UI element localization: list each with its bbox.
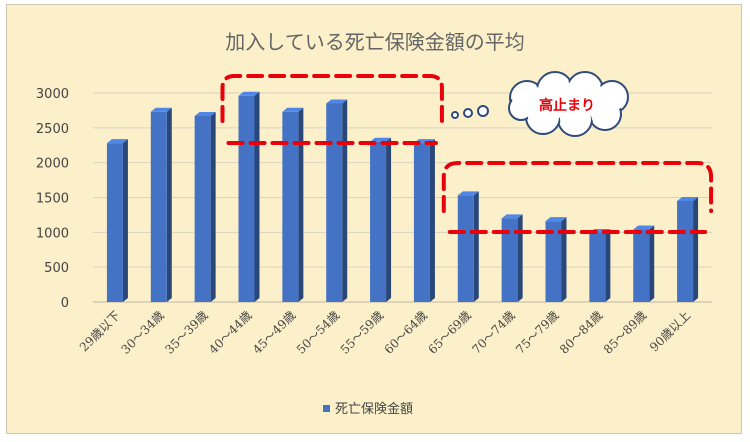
legend-label: 死亡保険金額: [335, 401, 413, 417]
chart-area: 加入している死亡保険金額の平均 0 500 1000 1500 2000 2500 3000…: [6, 4, 742, 434]
callout-text: 高止まり: [539, 97, 595, 114]
legend-swatch: [323, 405, 330, 412]
bar-top: [238, 91, 260, 96]
bar-front: [633, 229, 650, 302]
x-tick-label: 85～89歳: [601, 308, 649, 356]
bar-front: [589, 233, 606, 302]
gridlines: [93, 92, 712, 303]
y-tick-label: 3000: [36, 87, 69, 102]
x-tick-label: 55～59歳: [338, 308, 386, 356]
bar-side: [517, 214, 523, 302]
y-tick-label: 2500: [36, 122, 69, 137]
bar-side: [649, 225, 655, 302]
x-axis-ticks: 29歳以下30～34歳35～39歳40～44歳45～49歳50～54歳55～59…: [77, 308, 693, 356]
x-tick-label: 90歳以上: [647, 308, 693, 354]
bar-top: [633, 225, 655, 230]
bar: [633, 225, 655, 302]
annotations: 高止まり: [220, 71, 714, 234]
bar: [413, 139, 435, 302]
bar-front: [150, 111, 167, 302]
x-tick-label: 60～64歳: [382, 308, 430, 356]
bar-front: [457, 195, 474, 302]
bar-top: [501, 214, 523, 219]
bar: [150, 107, 172, 302]
bar: [194, 111, 216, 303]
bar-side: [298, 107, 304, 302]
bar-top: [545, 217, 567, 222]
x-tick-label: 35～39歳: [162, 308, 210, 356]
bar: [370, 137, 392, 302]
bar: [326, 99, 348, 302]
bar-front: [282, 111, 299, 302]
x-tick-label: 80～84歳: [557, 308, 605, 356]
bar-front: [501, 218, 518, 302]
bar: [457, 191, 479, 302]
bar-top: [370, 137, 392, 142]
y-tick-label: 2000: [36, 157, 69, 172]
legend: 死亡保険金額: [323, 401, 413, 417]
bar: [106, 139, 128, 302]
highlight-box-high: [220, 74, 444, 123]
bar: [545, 217, 567, 302]
bars: [106, 91, 699, 303]
bar-side: [386, 137, 392, 302]
callout-cloud: 高止まり: [451, 71, 629, 137]
bar: [589, 229, 611, 302]
bar-top: [326, 99, 348, 104]
bar-side: [605, 229, 611, 302]
bar-chart: 加入している死亡保険金額の平均 0 500 1000 1500 2000 2500 3000…: [36, 30, 714, 417]
x-tick-label: 50～54歳: [294, 308, 342, 356]
bar-front: [677, 200, 694, 302]
bar-top: [150, 107, 172, 112]
bar-side: [473, 191, 479, 302]
y-axis-ticks: 0 500 1000 1500 2000 2500 3000: [36, 87, 69, 311]
bar-side: [210, 111, 216, 303]
x-tick-label: 75～79歳: [513, 308, 561, 356]
bar-front: [194, 115, 211, 303]
bar-front: [326, 103, 343, 302]
bar-side: [166, 107, 172, 302]
bar-front: [106, 143, 123, 302]
bar-side: [342, 99, 348, 302]
bar-side: [561, 217, 567, 302]
bar-front: [413, 143, 430, 302]
bar-side: [429, 139, 435, 302]
bar-side: [254, 91, 260, 302]
y-tick-label: 500: [44, 261, 69, 276]
x-tick-label: 65～69歳: [425, 308, 473, 356]
y-tick-label: 1000: [36, 226, 69, 241]
bar: [238, 91, 260, 302]
highlight-box-low: [441, 161, 714, 213]
x-tick-label: 30～34歳: [118, 308, 166, 356]
bar-top: [282, 107, 304, 112]
x-tick-label: 45～49歳: [250, 308, 298, 356]
bar-top: [677, 196, 699, 201]
x-tick-label: 40～44歳: [206, 308, 254, 356]
bar-top: [106, 139, 128, 144]
x-tick-label: 70～74歳: [469, 308, 517, 356]
y-tick-label: 0: [61, 296, 69, 311]
bar-front: [238, 95, 255, 302]
bar-top: [457, 191, 479, 196]
bar: [282, 107, 304, 302]
bar: [677, 196, 699, 302]
y-tick-label: 1500: [36, 192, 69, 207]
bar-front: [545, 221, 562, 302]
bar-side: [693, 196, 699, 302]
x-tick-label: 29歳以下: [77, 308, 123, 354]
bar: [501, 214, 523, 302]
bar-front: [370, 141, 387, 302]
bar-top: [194, 111, 216, 116]
bar-side: [122, 139, 128, 302]
chart-title: 加入している死亡保険金額の平均: [225, 30, 524, 54]
